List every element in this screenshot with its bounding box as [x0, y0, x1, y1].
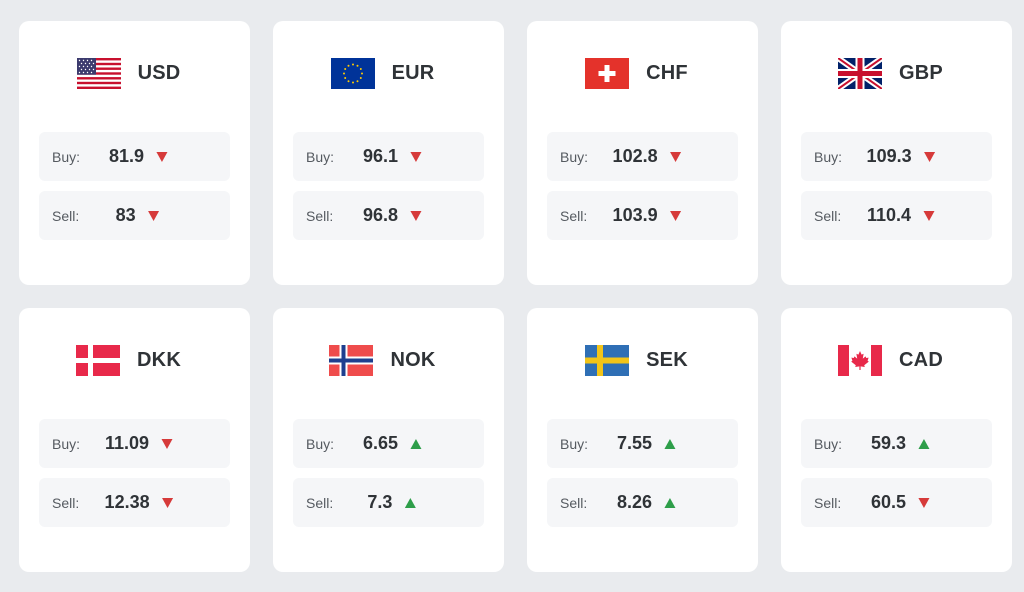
sell-label: Sell:	[52, 494, 80, 511]
currency-code: SEK	[646, 348, 688, 371]
buy-value: 6.65	[362, 433, 399, 453]
uk-flag-icon	[838, 57, 883, 89]
sell-label: Sell:	[560, 207, 588, 224]
trend-up-icon	[918, 438, 930, 449]
trend-up-icon	[410, 438, 422, 449]
trend-down-icon	[410, 151, 422, 162]
currency-card-cad: CAD Buy: 59.3 Sell: 60.5	[781, 308, 1012, 572]
trend-down-icon	[156, 151, 168, 162]
sell-label: Sell:	[560, 494, 588, 511]
canada-flag-icon	[838, 344, 883, 376]
buy-rate-row: Buy: 81.9	[39, 132, 230, 181]
sell-rate-row: Sell: 103.9	[547, 191, 738, 240]
buy-label: Buy:	[560, 148, 589, 165]
card-header: SEK	[527, 344, 758, 376]
sell-label: Sell:	[306, 207, 334, 224]
card-header: CAD	[781, 344, 1012, 376]
sell-value: 83	[115, 205, 136, 225]
currency-code: EUR	[391, 61, 435, 84]
sell-rate-row: Sell: 12.38	[39, 478, 230, 527]
card-header: CHF	[527, 57, 758, 89]
buy-value: 59.3	[870, 433, 907, 453]
buy-rate-row: Buy: 11.09	[39, 419, 230, 468]
currency-card-gbp: GBP Buy: 109.3 Sell: 110.4	[781, 21, 1012, 285]
buy-value: 96.1	[362, 146, 399, 166]
buy-label: Buy:	[52, 435, 81, 452]
buy-value: 7.55	[616, 433, 653, 453]
currency-code: NOK	[390, 348, 436, 371]
sell-label: Sell:	[52, 207, 80, 224]
currency-card-usd: USD Buy: 81.9 Sell: 83	[19, 21, 250, 285]
sell-label: Sell:	[814, 494, 842, 511]
norway-flag-icon	[329, 344, 374, 376]
buy-rate-row: Buy: 96.1	[293, 132, 484, 181]
buy-value: 109.3	[866, 146, 912, 166]
card-header: GBP	[781, 57, 1012, 89]
trend-down-icon	[923, 210, 935, 221]
sweden-flag-icon	[585, 344, 630, 376]
card-header: DKK	[19, 344, 250, 376]
currency-code: CAD	[899, 348, 943, 371]
eu-flag-icon	[330, 57, 375, 89]
buy-label: Buy:	[814, 148, 843, 165]
sell-value: 103.9	[612, 205, 658, 225]
buy-label: Buy:	[306, 435, 335, 452]
buy-rate-row: Buy: 59.3	[801, 419, 992, 468]
currency-card-sek: SEK Buy: 7.55 Sell: 8.26	[527, 308, 758, 572]
trend-down-icon	[918, 497, 930, 508]
usa-flag-icon	[76, 57, 121, 89]
buy-rate-row: Buy: 6.65	[293, 419, 484, 468]
sell-value: 96.8	[362, 205, 399, 225]
trend-down-icon	[923, 151, 935, 162]
buy-label: Buy:	[560, 435, 589, 452]
buy-rate-row: Buy: 102.8	[547, 132, 738, 181]
denmark-flag-icon	[76, 344, 121, 376]
currency-card-eur: EUR Buy: 96.1 Sell: 96.8	[273, 21, 504, 285]
buy-value: 11.09	[104, 433, 150, 453]
card-header: NOK	[273, 344, 504, 376]
currency-grid: USD Buy: 81.9 Sell: 83	[19, 21, 1012, 572]
sell-value: 7.3	[367, 492, 393, 512]
currency-code: DKK	[137, 348, 181, 371]
sell-value: 12.38	[104, 492, 150, 512]
trend-down-icon	[669, 151, 681, 162]
sell-rate-row: Sell: 8.26	[547, 478, 738, 527]
buy-value: 81.9	[108, 146, 145, 166]
trend-down-icon	[161, 497, 173, 508]
sell-value: 110.4	[866, 205, 912, 225]
trend-up-icon	[404, 497, 416, 508]
buy-rate-row: Buy: 7.55	[547, 419, 738, 468]
sell-label: Sell:	[306, 494, 334, 511]
currency-code: CHF	[646, 61, 688, 84]
buy-value: 102.8	[612, 146, 658, 166]
currency-code: USD	[137, 61, 181, 84]
card-header: EUR	[273, 57, 504, 89]
currency-card-chf: CHF Buy: 102.8 Sell: 103.9	[527, 21, 758, 285]
sell-rate-row: Sell: 96.8	[293, 191, 484, 240]
buy-rate-row: Buy: 109.3	[801, 132, 992, 181]
swiss-flag-icon	[585, 57, 630, 89]
trend-down-icon	[147, 210, 159, 221]
sell-rate-row: Sell: 83	[39, 191, 230, 240]
sell-rate-row: Sell: 60.5	[801, 478, 992, 527]
buy-label: Buy:	[814, 435, 843, 452]
sell-rate-row: Sell: 110.4	[801, 191, 992, 240]
sell-rate-row: Sell: 7.3	[293, 478, 484, 527]
trend-up-icon	[664, 438, 676, 449]
currency-code: GBP	[899, 61, 943, 84]
currency-card-dkk: DKK Buy: 11.09 Sell: 12.38	[19, 308, 250, 572]
sell-value: 60.5	[870, 492, 907, 512]
trend-down-icon	[669, 210, 681, 221]
sell-label: Sell:	[814, 207, 842, 224]
currency-card-nok: NOK Buy: 6.65 Sell: 7.3	[273, 308, 504, 572]
trend-down-icon	[161, 438, 173, 449]
card-header: USD	[19, 57, 250, 89]
buy-label: Buy:	[52, 148, 81, 165]
trend-up-icon	[664, 497, 676, 508]
trend-down-icon	[410, 210, 422, 221]
buy-label: Buy:	[306, 148, 335, 165]
sell-value: 8.26	[616, 492, 653, 512]
